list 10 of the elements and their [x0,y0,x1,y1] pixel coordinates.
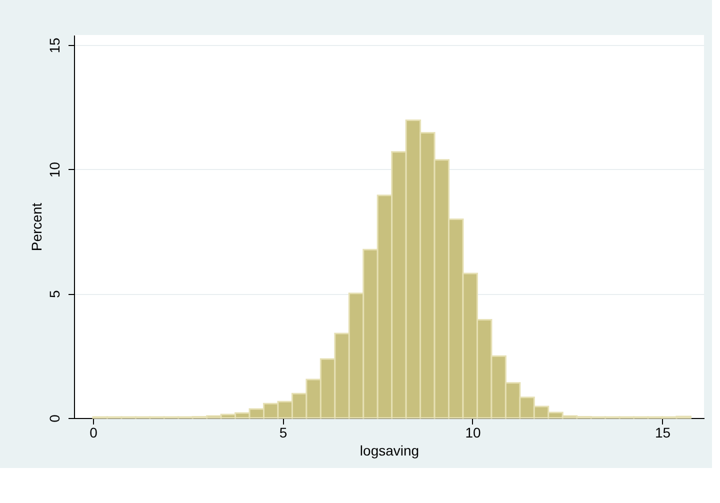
y-axis-title: Percent [28,202,44,252]
x-tick-label: 5 [279,424,288,440]
y-tick-label: 0 [46,414,62,422]
x-tick-label: 15 [654,424,671,440]
x-axis-title: logsaving [360,442,420,458]
x-tick-label: 0 [90,424,98,440]
y-tick-label: 15 [46,37,62,54]
y-tick-label: 5 [46,290,62,298]
y-tick-label: 10 [46,162,62,178]
x-tick-label: 10 [465,424,481,440]
